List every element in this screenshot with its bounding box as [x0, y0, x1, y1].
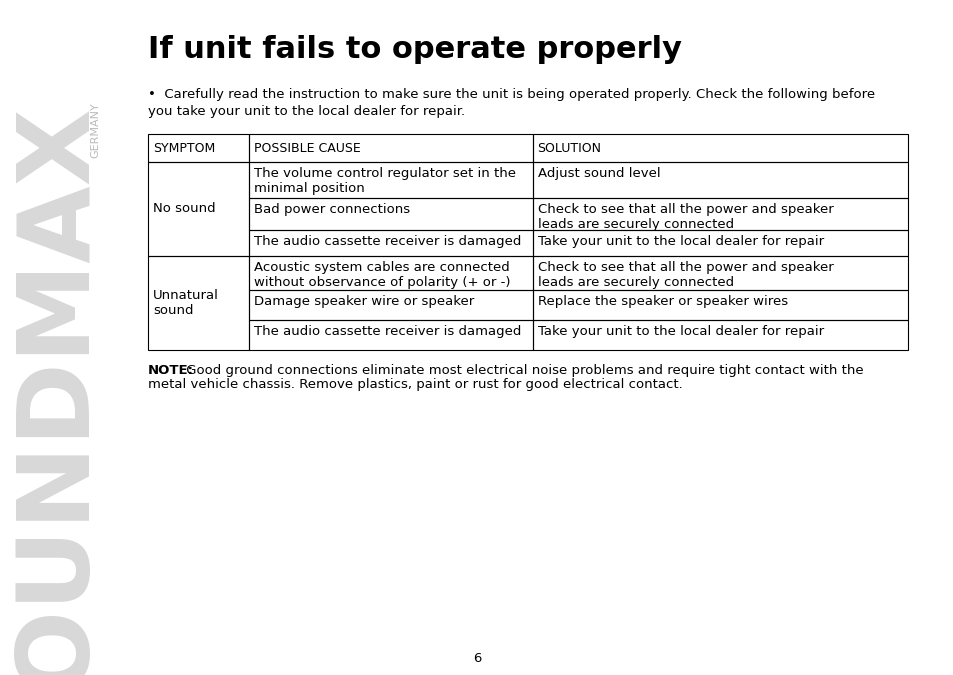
Bar — [249, 198, 532, 230]
Text: If unit fails to operate properly: If unit fails to operate properly — [148, 35, 681, 64]
Text: you take your unit to the local dealer for repair.: you take your unit to the local dealer f… — [148, 105, 465, 118]
Bar — [148, 162, 249, 256]
Bar — [532, 198, 907, 230]
Text: Adjust sound level: Adjust sound level — [537, 167, 659, 180]
Text: GERMANY: GERMANY — [90, 102, 100, 158]
Text: 6: 6 — [473, 651, 480, 664]
Text: Check to see that all the power and speaker
leads are securely connected: Check to see that all the power and spea… — [537, 261, 832, 289]
Text: Bad power connections: Bad power connections — [253, 203, 410, 216]
Bar — [249, 230, 532, 256]
Text: SYMPTOM: SYMPTOM — [152, 142, 215, 155]
Bar — [249, 134, 532, 162]
Bar — [148, 134, 249, 162]
Text: NOTE:: NOTE: — [148, 364, 193, 377]
Text: Damage speaker wire or speaker: Damage speaker wire or speaker — [253, 295, 474, 308]
Text: Take your unit to the local dealer for repair: Take your unit to the local dealer for r… — [537, 325, 822, 338]
Text: Take your unit to the local dealer for repair: Take your unit to the local dealer for r… — [537, 235, 822, 248]
Text: No sound: No sound — [152, 202, 215, 215]
Text: SOUNDMAX: SOUNDMAX — [7, 101, 103, 675]
Text: Unnatural
sound: Unnatural sound — [152, 289, 218, 317]
Bar — [532, 162, 907, 198]
Bar — [532, 134, 907, 162]
Text: Good ground connections eliminate most electrical noise problems and require tig: Good ground connections eliminate most e… — [182, 364, 862, 377]
Text: Check to see that all the power and speaker
leads are securely connected: Check to see that all the power and spea… — [537, 203, 832, 231]
Bar — [532, 290, 907, 320]
Text: SOLUTION: SOLUTION — [537, 142, 601, 155]
Bar — [249, 320, 532, 350]
Text: Acoustic system cables are connected
without observance of polarity (+ or -): Acoustic system cables are connected wit… — [253, 261, 510, 289]
Bar — [249, 256, 532, 290]
Text: POSSIBLE CAUSE: POSSIBLE CAUSE — [253, 142, 360, 155]
Text: metal vehicle chassis. Remove plastics, paint or rust for good electrical contac: metal vehicle chassis. Remove plastics, … — [148, 378, 682, 391]
Bar — [532, 256, 907, 290]
Bar — [249, 162, 532, 198]
Text: The audio cassette receiver is damaged: The audio cassette receiver is damaged — [253, 235, 521, 248]
Bar — [249, 290, 532, 320]
Text: The volume control regulator set in the
minimal position: The volume control regulator set in the … — [253, 167, 516, 195]
Text: •  Carefully read the instruction to make sure the unit is being operated proper: • Carefully read the instruction to make… — [148, 88, 874, 101]
Text: Replace the speaker or speaker wires: Replace the speaker or speaker wires — [537, 295, 787, 308]
Text: The audio cassette receiver is damaged: The audio cassette receiver is damaged — [253, 325, 521, 338]
Bar — [532, 230, 907, 256]
Bar — [532, 320, 907, 350]
Bar — [148, 256, 249, 350]
